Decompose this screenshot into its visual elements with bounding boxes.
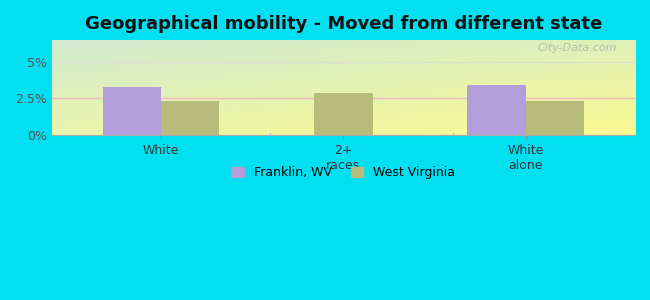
Bar — [467, 85, 526, 135]
Bar — [526, 101, 584, 135]
Title: Geographical mobility - Moved from different state: Geographical mobility - Moved from diffe… — [84, 15, 602, 33]
Legend: Franklin, WV, West Virginia: Franklin, WV, West Virginia — [226, 161, 460, 184]
Bar — [161, 101, 220, 135]
Bar — [103, 87, 161, 135]
Bar — [314, 93, 372, 135]
Text: City-Data.com: City-Data.com — [538, 43, 617, 53]
